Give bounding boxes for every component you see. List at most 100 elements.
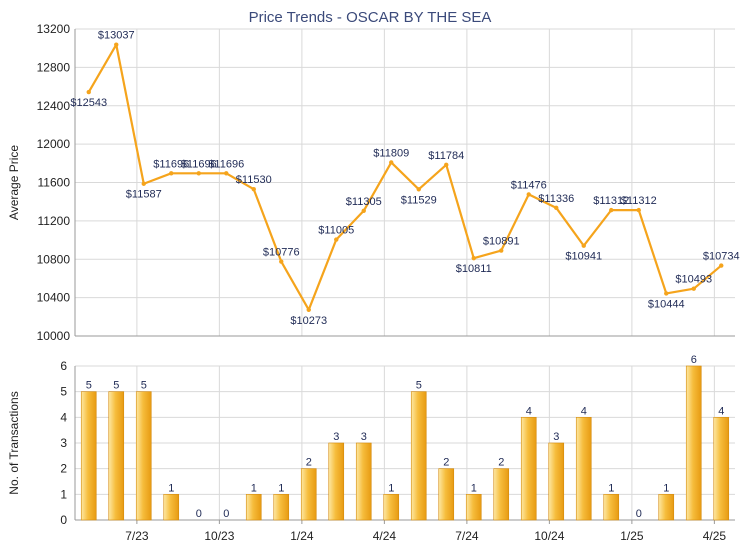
transaction-bar: [575, 417, 592, 521]
bar-data-label: 3: [333, 431, 339, 443]
y-tick-label: 12400: [37, 99, 71, 113]
bar-data-label: 2: [498, 457, 504, 469]
price-data-label: $11587: [126, 189, 162, 201]
y-tick-label: 5: [60, 385, 67, 399]
bar-data-label: 4: [581, 405, 587, 417]
y-tick-label: 10800: [37, 252, 71, 266]
transaction-bar: [603, 494, 620, 521]
bar-data-label: 1: [471, 482, 477, 494]
bar-data-label: 5: [416, 380, 422, 392]
transaction-bar: [300, 468, 317, 521]
y-tick-label: 1: [60, 487, 67, 501]
price-point: [279, 259, 284, 264]
transaction-bar: [713, 417, 730, 521]
price-point: [389, 160, 394, 165]
transaction-bar: [465, 494, 482, 521]
x-tick-label: 10/23: [204, 529, 234, 543]
transaction-bar: [685, 365, 702, 521]
chart-title: Price Trends - OSCAR BY THE SEA: [249, 9, 492, 26]
price-point: [361, 208, 366, 214]
y-axis-title: No. of Transactions: [7, 391, 21, 494]
transaction-bar: [658, 494, 675, 521]
y-tick-label: 2: [60, 462, 67, 476]
price-point: [636, 207, 641, 213]
price-point: [581, 243, 586, 248]
bar-data-label: 0: [223, 508, 229, 520]
transaction-bar: [273, 494, 290, 521]
price-data-label: $10444: [648, 298, 685, 310]
transaction-bar: [245, 494, 262, 521]
transaction-bar: [383, 494, 400, 521]
price-point: [251, 187, 256, 192]
x-tick-label: 1/24: [290, 529, 314, 543]
price-point: [224, 171, 229, 176]
bar-data-label: 2: [306, 457, 312, 469]
price-point: [691, 286, 696, 291]
price-data-label: $11305: [346, 196, 382, 208]
price-data-label: $11476: [511, 179, 547, 191]
price-point: [114, 42, 119, 47]
price-data-label: $10941: [565, 251, 602, 263]
transaction-bar: [493, 468, 510, 521]
transaction-bar: [328, 442, 345, 521]
price-data-label: $10493: [675, 274, 712, 286]
bar-data-label: 0: [196, 508, 202, 520]
bar-data-label: 1: [663, 482, 669, 494]
bar-data-label: 1: [608, 482, 614, 494]
price-data-label: $10734: [703, 251, 740, 263]
price-point: [664, 291, 669, 296]
y-tick-label: 4: [60, 410, 67, 424]
price-data-label: $12543: [70, 97, 107, 109]
price-data-label: $11312: [593, 195, 629, 207]
price-data-label: $10891: [483, 236, 520, 248]
price-data-label: $10776: [263, 247, 300, 259]
price-data-label: $11696: [153, 158, 189, 170]
price-data-label: $11696: [208, 158, 244, 170]
transactions-bar-panel: 0 1 2 3 4 5 6 7/23 10/23 1/24 4/24 7/24 10/24 1/25 4/2…: [7, 354, 735, 543]
y-tick-label: 13200: [37, 22, 71, 36]
y-tick-label: 3: [60, 436, 67, 450]
price-point: [141, 181, 146, 186]
price-point: [169, 171, 174, 176]
price-point: [609, 207, 614, 213]
price-data-label: $11530: [236, 174, 272, 186]
bar-data-label: 2: [443, 457, 449, 469]
price-data-label: $11809: [373, 147, 409, 159]
transaction-bar: [108, 391, 125, 521]
x-tick-label: 4/24: [373, 529, 397, 543]
x-tick-label: 10/24: [534, 529, 564, 543]
price-point: [196, 171, 201, 176]
bar-data-label: 6: [691, 354, 697, 366]
bar-data-label: 3: [361, 431, 367, 443]
transaction-bar: [520, 417, 537, 521]
transaction-bar: [438, 468, 455, 521]
x-tick-label: 4/25: [703, 529, 727, 543]
price-point: [471, 255, 476, 261]
price-data-label: $11696: [181, 158, 217, 170]
price-point: [444, 162, 449, 168]
bar-data-label: 4: [718, 405, 724, 417]
y-tick-label: 10400: [37, 291, 71, 305]
price-point: [306, 307, 311, 313]
price-data-label: $11312: [621, 195, 657, 207]
price-data-label: $11005: [318, 225, 354, 237]
price-data-label: $13037: [98, 30, 135, 42]
y-tick-label: 11200: [38, 214, 71, 228]
transaction-bar: [80, 391, 97, 521]
y-tick-label: 12800: [37, 60, 71, 74]
x-tick-label: 7/23: [125, 529, 149, 543]
average-price-series-line: [87, 43, 722, 311]
bar-data-label: 1: [168, 482, 174, 494]
y-tick-label: 6: [60, 359, 67, 373]
bar-data-label: 1: [388, 482, 394, 494]
transaction-bar: [135, 391, 152, 521]
price-point: [554, 205, 559, 211]
bar-data-label: 1: [251, 482, 257, 494]
price-data-label: $10273: [290, 315, 327, 327]
transaction-bar: [410, 391, 427, 521]
price-point: [416, 187, 421, 192]
price-point: [334, 237, 339, 242]
bar-data-label: 5: [86, 380, 92, 392]
